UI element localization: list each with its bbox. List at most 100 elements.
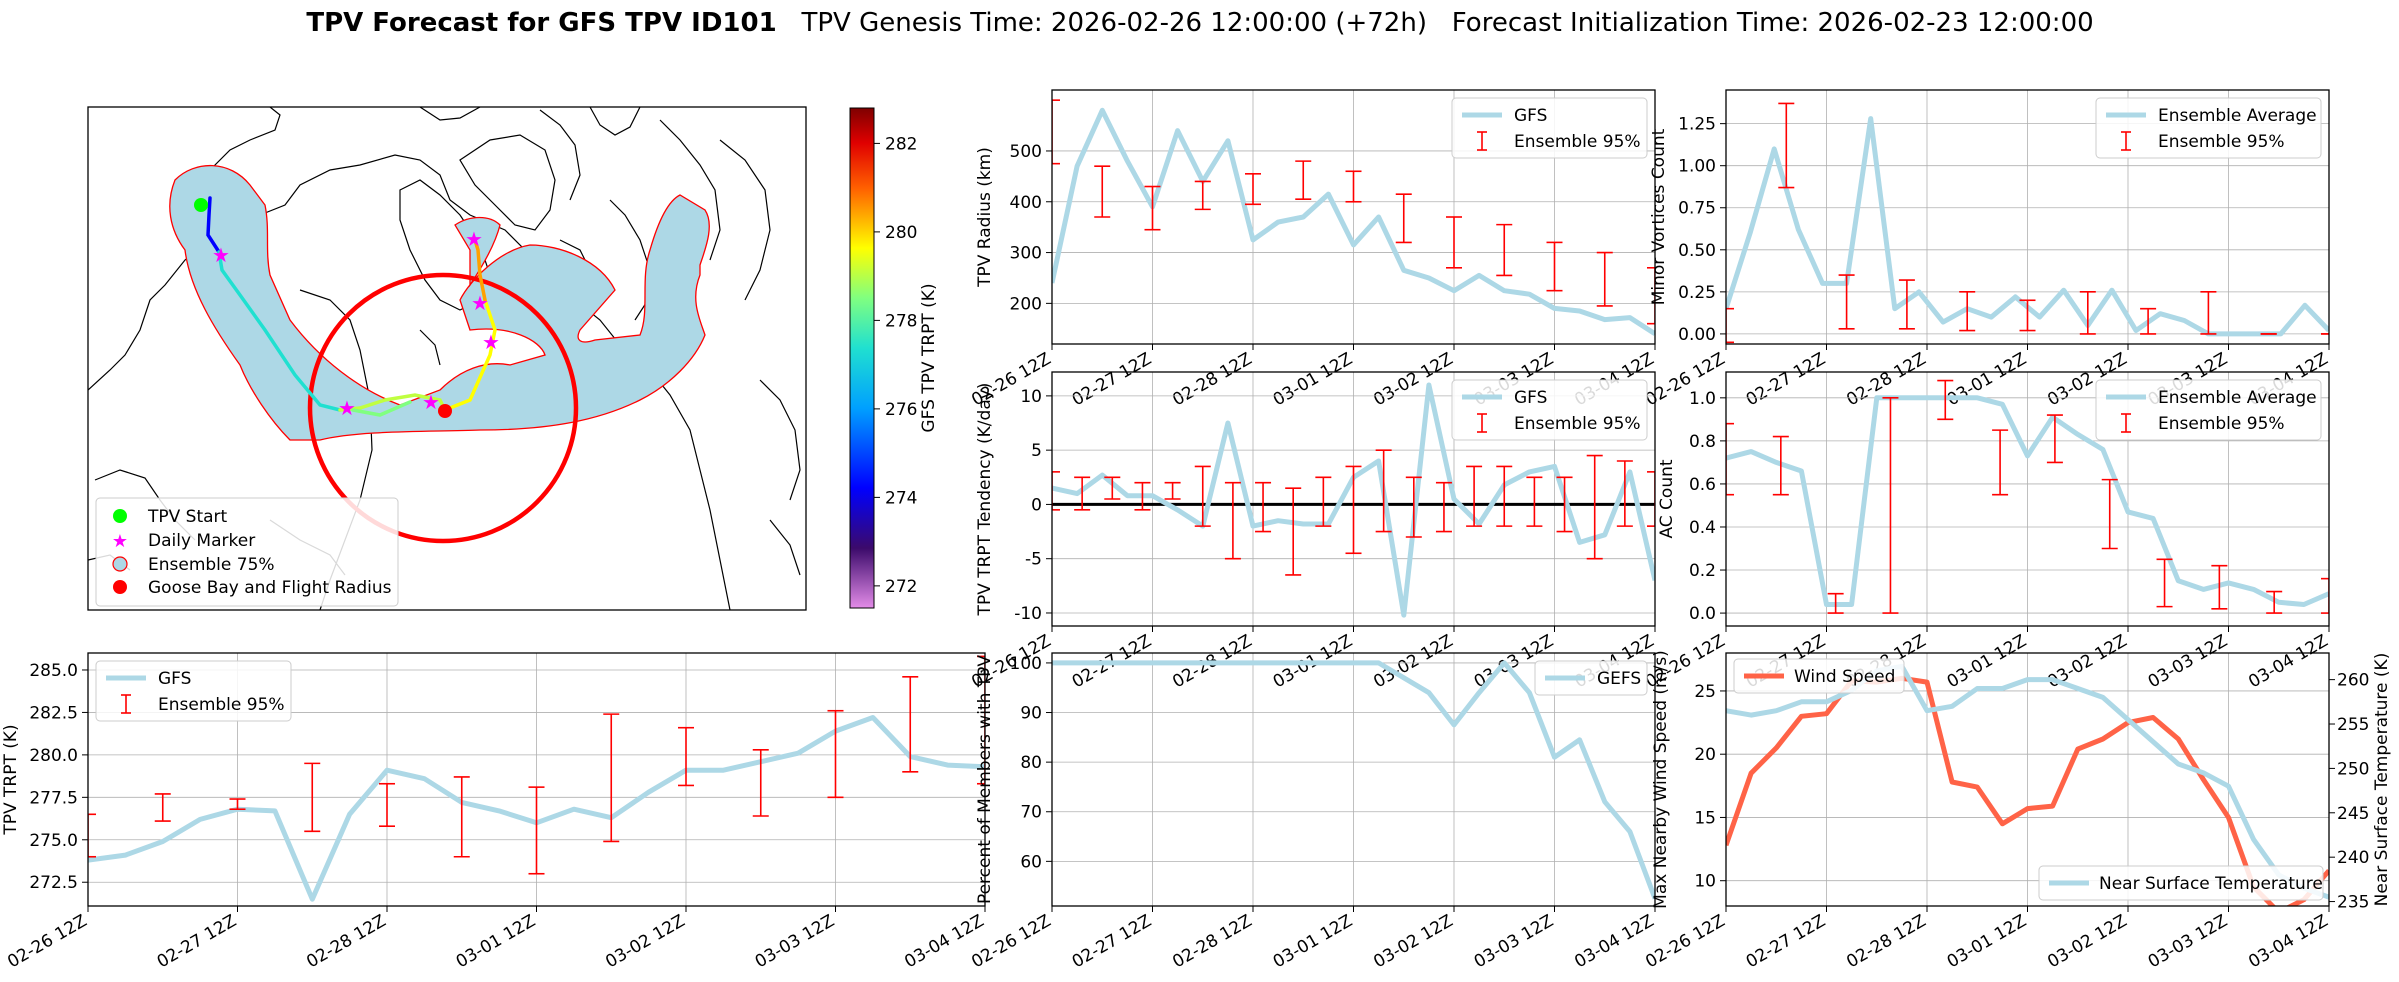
error-bar [1194,465,1211,527]
x-tick-label: 03-01 12Z [453,911,539,972]
y-axis-label: Max Nearby Wind Speed (m/s) [1651,650,1671,909]
error-bar [977,655,985,785]
colorbar-tick-label: 274 [885,488,917,508]
legend-label: Ensemble 95% [158,695,285,715]
legend: Near Surface Temperature [2038,865,2324,901]
error-bar [229,798,246,811]
legend-box [2095,97,2322,159]
legend-box [2038,865,2324,901]
y-axis-label: TPV Radius (km) [975,147,995,288]
colorbar-tick-label: 280 [885,223,917,243]
y-tick-label: 0.4 [1689,518,1716,538]
error-bar [1074,476,1091,511]
x-tick-label: 03-02 12Z [2044,911,2130,972]
y-tick-label: 70 [1020,803,1042,823]
y-tick-label: 90 [1020,704,1042,724]
error-bar [1345,170,1362,203]
colorbar-label: GFS TPV TRPT (K) [919,283,939,432]
error-bar [453,776,470,858]
colorbar: 272 274 276 278 280 282 GFS TPV TRPT (K) [849,107,939,609]
series-line-ensemble-average [1726,395,2329,607]
error-bar [528,786,545,875]
series-line-near-surface-temperature [1726,663,2329,900]
x-tick-label: 03-02 12Z [1370,349,1456,410]
x-tick-label: 02-27 12Z [154,911,240,972]
legend-label: Near Surface Temperature [2099,874,2323,894]
y2-tick-label: 250 [2337,759,2369,779]
y-tick-label: 100 [1010,654,1042,674]
error-bar [2140,307,2157,335]
legend-label: GFS [1514,388,1547,408]
legend-label: Ensemble 95% [1514,132,1641,152]
y-tick-label: 200 [1010,294,1042,314]
y-tick-label: 285.0 [29,661,78,681]
plot-area [1052,382,1655,618]
x-tick-label: 03-03 12Z [2145,911,2231,972]
error-bar [1546,241,1563,292]
error-bar [1466,465,1483,527]
error-bar [603,713,620,843]
error-bar [88,813,96,858]
y-tick-label: 10 [1694,872,1716,892]
legend: Wind Speed [1733,658,1905,694]
y-tick-label: 0.75 [1678,199,1716,219]
y-tick-label: -5 [1025,550,1042,570]
goose-bay-marker [438,404,452,418]
error-bar [1164,481,1181,500]
series-line-gefs [1052,660,1655,900]
plot-area [1052,99,1655,336]
y-tick-label: 0 [1031,495,1042,515]
svg-text:★: ★ [212,243,230,267]
y-tick-label: 0.50 [1678,241,1716,261]
legend-box [1534,660,1648,696]
error-bar [1134,481,1151,511]
map-legend: TPV Start ★ Daily Marker Ensemble 75% Go… [95,497,399,607]
legend-daily-star-icon: ★ [112,531,128,552]
error-bar [1224,481,1241,560]
y2-tick-label: 255 [2337,715,2369,735]
y-tick-label: 0.0 [1689,604,1716,624]
x-tick-label: 02-28 12Z [1843,911,1929,972]
y-tick-label: 15 [1694,808,1716,828]
legend: Ensemble Average Ensemble 95% [2095,379,2322,441]
error-bar [1838,274,1855,330]
colorbar-tick-label: 272 [885,577,917,597]
error-bar [1726,307,1734,344]
x-tick-label: 02-28 12Z [1169,349,1255,410]
x-tick-label: 02-28 12Z [303,911,389,972]
error-bar [1882,397,1899,614]
error-bar [1094,165,1111,218]
error-bar [1395,193,1412,244]
y-axis-label: TPV TRPT (K) [1,724,21,835]
error-bar [1616,460,1633,527]
legend-ensemble: Ensemble 75% [148,555,275,575]
chart-trpt: 272.5 275.0 277.5 280.0 282.5 285.0 02-26 12Z 0… [1,652,988,972]
legend-errorbar-icon [1477,131,1487,151]
y-axis-label: Minor Vortices Count [1649,128,1669,305]
error-bar [2079,291,2096,335]
error-bar [1827,592,1844,614]
y-tick-label: 400 [1010,193,1042,213]
error-bar [1556,476,1573,533]
legend-tpv-start: TPV Start [147,507,228,527]
y-tick-label: 0.00 [1678,325,1716,345]
map-panel: ★ ★ ★ ★ ★ ★ TPV Start ★ Daily Marker Ens… [87,106,939,611]
legend-daily-marker: Daily Marker [148,531,255,551]
error-bar [2101,478,2118,550]
y-tick-label: -10 [1014,604,1042,624]
x-tick-label: 02-28 12Z [1169,911,1255,972]
error-bar [2266,590,2283,614]
y-axis-label: AC Count [1657,459,1677,538]
colorbar-tick-label: 282 [885,134,917,154]
x-tick-label: 03-01 12Z [1270,911,1356,972]
legend-label: Ensemble Average [2158,106,2317,126]
error-bar [1586,454,1603,560]
chart-wind_temp: 10 15 20 25 02-26 12Z 02-27 12Z 02-28 12Z 03-01… [1642,650,2392,972]
error-bar [1052,99,1060,165]
error-bar [902,675,919,773]
legend: GFS Ensemble 95% [95,660,292,722]
y-tick-label: 280.0 [29,746,78,766]
error-bar [1937,379,1954,421]
error-bar [1898,279,1915,330]
